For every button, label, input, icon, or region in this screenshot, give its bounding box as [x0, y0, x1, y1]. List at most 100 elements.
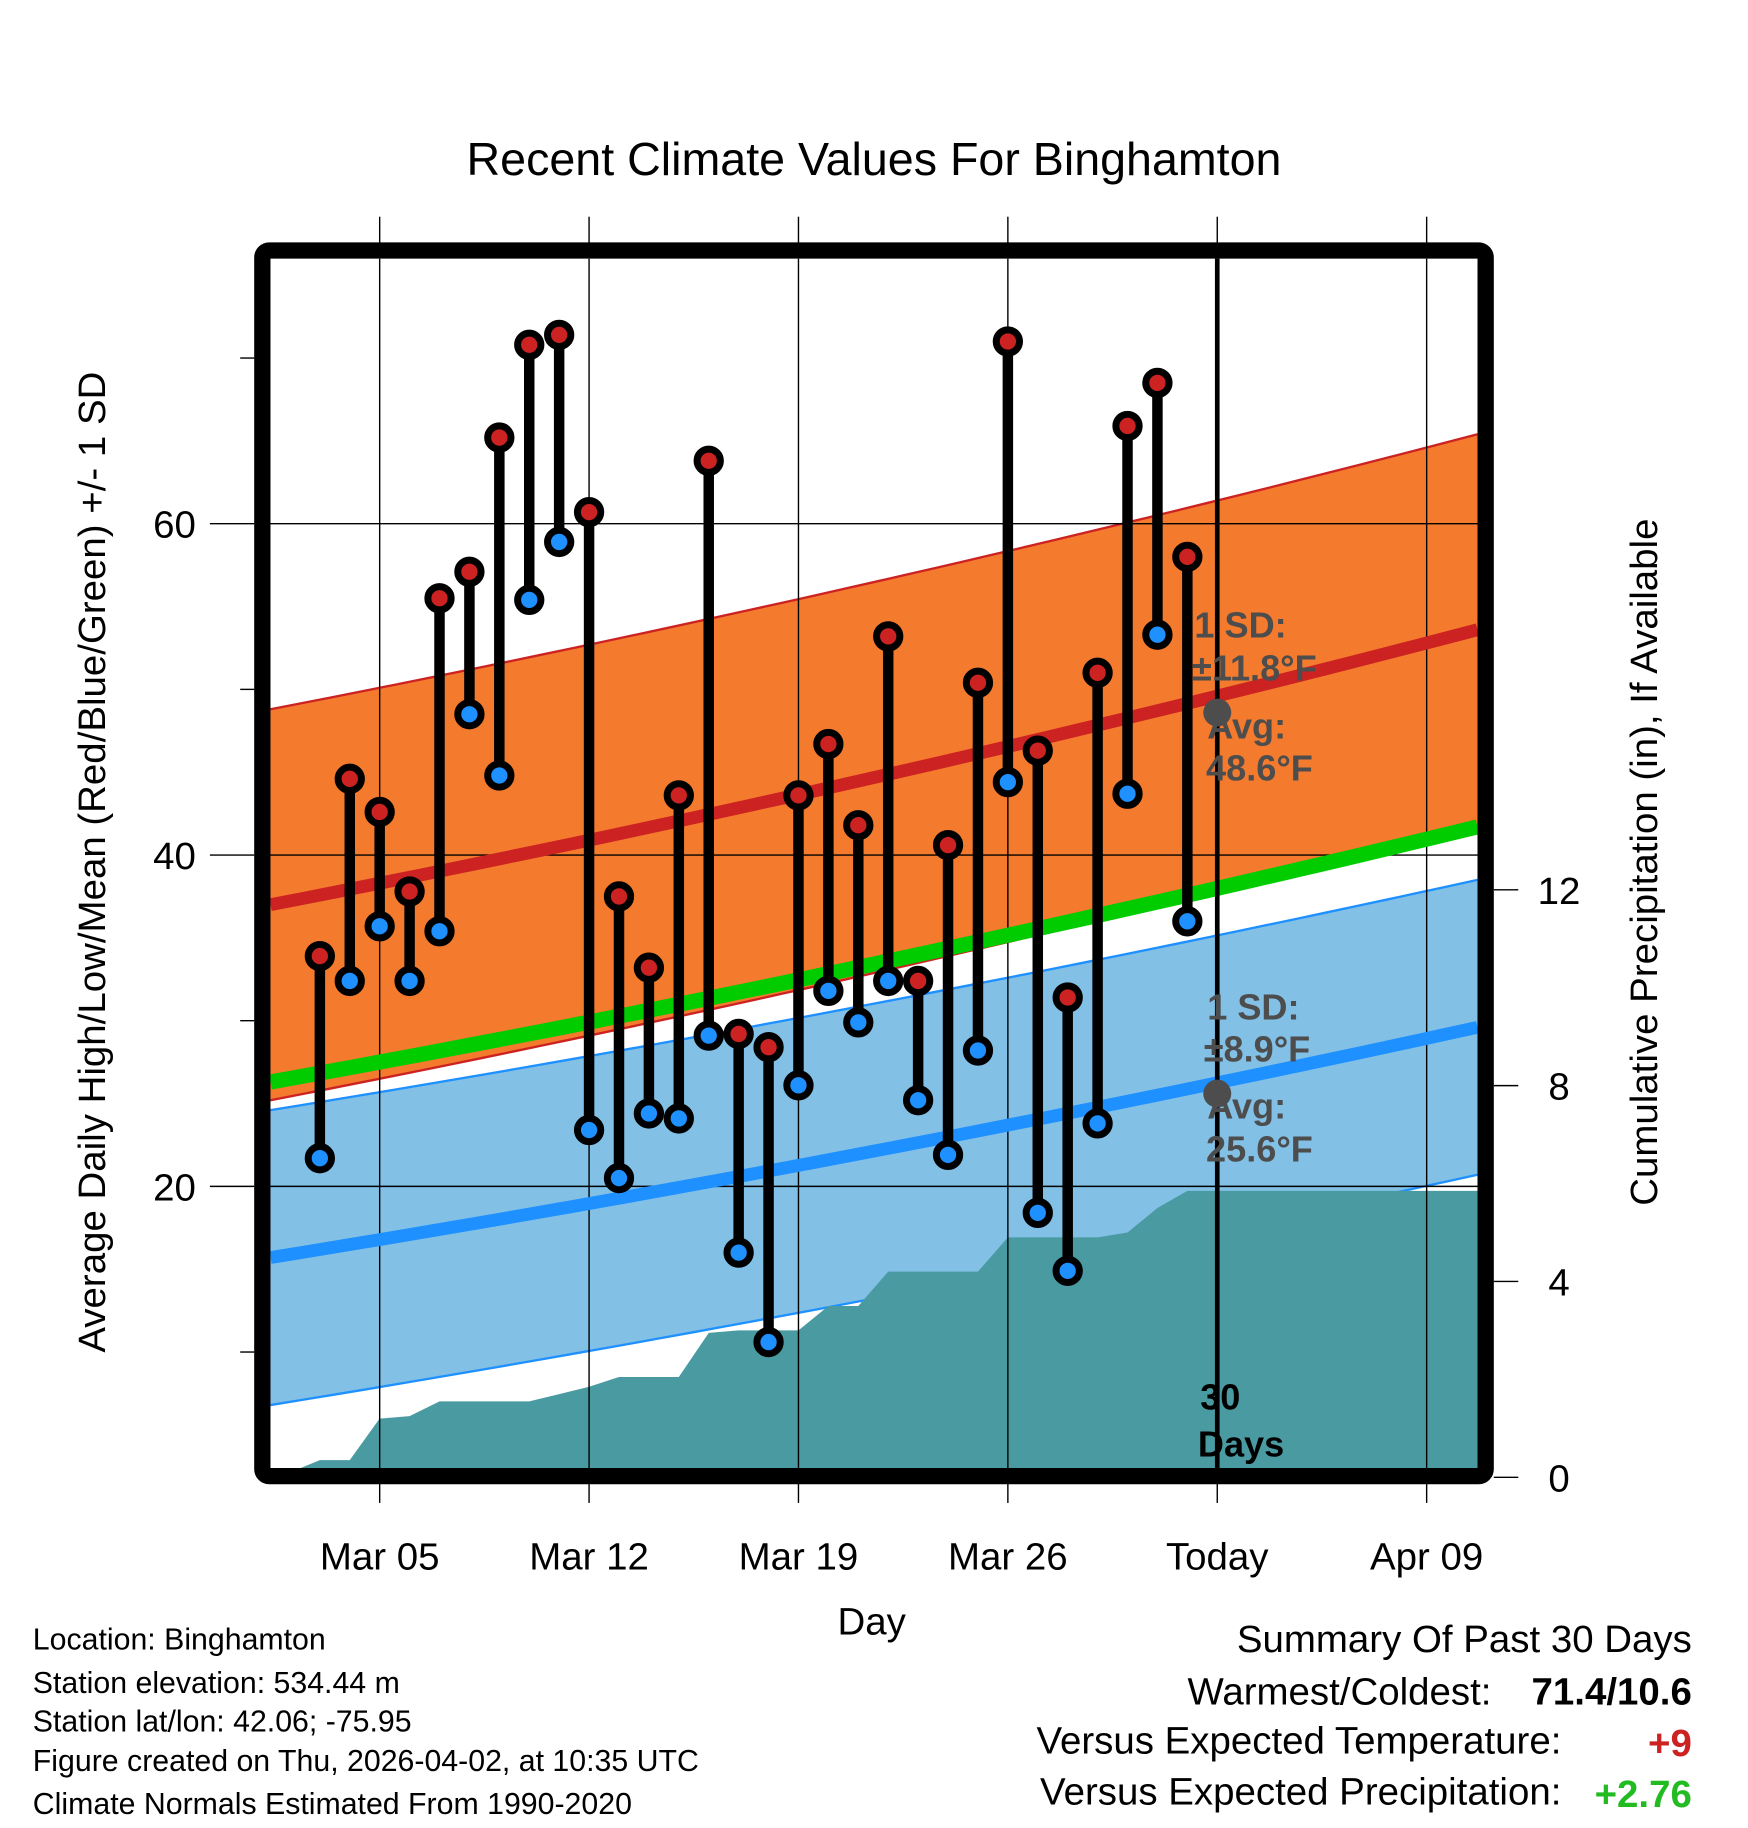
y2-tick-label: 0 — [1548, 1457, 1569, 1500]
daily-high-point — [1082, 657, 1113, 688]
daily-high-point — [484, 422, 515, 453]
low-avg-value: 25.6°F — [1206, 1129, 1313, 1170]
daily-high-point — [992, 326, 1024, 357]
warmest-coldest-label: Warmest/Coldest: — [1187, 1671, 1491, 1714]
daily-low-point — [1082, 1108, 1113, 1139]
precip-area — [300, 1190, 1478, 1468]
low-sd-label: 1 SD: — [1207, 986, 1299, 1027]
plot-frame — [254, 242, 1494, 1485]
days-unit-label: Days — [1198, 1423, 1284, 1464]
x-tick-label: Mar 26 — [948, 1535, 1068, 1578]
daily-high-point — [873, 621, 904, 652]
daily-high-point — [723, 1018, 754, 1050]
x-tick-label: Mar 19 — [739, 1535, 859, 1578]
days-count-label: 30 — [1200, 1377, 1240, 1418]
precip-anomaly-value: +2.76 — [1595, 1773, 1692, 1816]
daily-low-point — [573, 1114, 605, 1146]
high-avg-value: 48.6°F — [1206, 748, 1313, 789]
y-tick-label: 60 — [153, 504, 196, 547]
daily-low-point — [1172, 906, 1203, 937]
daily-low-point — [723, 1237, 754, 1268]
daily-high-point — [693, 445, 724, 476]
daily-low-point — [663, 1103, 694, 1134]
daily-high-point — [1112, 410, 1143, 442]
daily-high-point — [902, 965, 934, 997]
high-avg-label: Avg: — [1207, 706, 1286, 747]
daily-high-point — [1022, 735, 1053, 766]
y2-tick-label: 12 — [1538, 870, 1581, 913]
daily-low-point — [304, 1143, 335, 1174]
daily-low-point — [1142, 619, 1173, 650]
low-sd-band-upper-edge — [270, 878, 1478, 1112]
summary-panel: Summary Of Past 30 Days Warmest/Coldest:… — [1036, 1618, 1691, 1816]
high-sd-label: 1 SD: — [1194, 604, 1286, 645]
daily-low-point — [873, 965, 904, 997]
temp-anomaly-label: Versus Expected Temperature: — [1036, 1719, 1561, 1762]
daily-low-point — [962, 1035, 994, 1066]
daily-low-point — [454, 699, 485, 730]
daily-high-point — [663, 780, 694, 811]
x-tick-label: Today — [1166, 1535, 1269, 1578]
y2-axis-title: Cumulative Precipitation (in), If Availa… — [1623, 519, 1666, 1206]
daily-high-point — [783, 780, 814, 811]
daily-high-point — [334, 763, 365, 794]
daily-high-point — [573, 496, 605, 528]
daily-low-point — [394, 965, 425, 997]
x-tick-label: Mar 05 — [320, 1535, 440, 1578]
high-normal-line — [270, 623, 1478, 912]
daily-low-point — [843, 1007, 874, 1038]
daily-low-point — [364, 911, 395, 942]
daily-low-point — [633, 1098, 665, 1129]
daily-low-point — [932, 1139, 964, 1171]
today-low-avg-marker — [1203, 1079, 1232, 1108]
precip-anomaly-label: Versus Expected Precipitation: — [1040, 1771, 1561, 1814]
mean-normal-line — [270, 819, 1478, 1090]
daily-low-point — [1052, 1255, 1083, 1286]
today-high-avg-marker — [1203, 698, 1232, 727]
high-sd-band — [270, 434, 1478, 1101]
low-sd-band — [270, 879, 1478, 1406]
daily-high-point — [753, 1032, 784, 1063]
daily-high-point — [603, 881, 635, 912]
x-tick-label: Mar 12 — [529, 1535, 649, 1578]
daily-high-point — [1172, 541, 1203, 572]
low-avg-label: Avg: — [1207, 1085, 1286, 1126]
daily-low-point — [813, 975, 844, 1007]
daily-high-point — [932, 829, 964, 861]
daily-high-point — [514, 329, 545, 360]
station-info: Location: Binghamton Station elevation: … — [33, 1624, 699, 1821]
summary-title: Summary Of Past 30 Days — [1237, 1618, 1692, 1661]
high-annotation: 1 SD: ±11.8°F Avg: 48.6°F — [1192, 604, 1317, 788]
daily-low-point — [544, 526, 575, 558]
daily-low-point — [902, 1085, 934, 1116]
daily-high-point — [304, 940, 335, 972]
daily-high-point — [544, 319, 575, 350]
daily-low-point — [1022, 1197, 1053, 1229]
daily-high-point — [394, 876, 425, 907]
y-tick-label: 40 — [153, 835, 196, 878]
daily-high-point — [454, 556, 485, 587]
daily-low-point — [1112, 778, 1143, 809]
chart-title: Recent Climate Values For Binghamton — [467, 133, 1282, 185]
location-text: Location: Binghamton — [33, 1624, 326, 1657]
y-axis-title: Average Daily High/Low/Mean (Red/Blue/Gr… — [71, 372, 114, 1353]
low-sd-value: ±8.9°F — [1204, 1028, 1311, 1069]
x-tick-label: Apr 09 — [1370, 1535, 1483, 1578]
high-sd-value: ±11.8°F — [1192, 647, 1317, 688]
y2-tick-label: 4 — [1548, 1261, 1569, 1304]
plot-area — [270, 258, 1478, 1468]
latlon-text: Station lat/lon: 42.06; -75.95 — [33, 1705, 412, 1738]
daily-high-point — [1052, 982, 1083, 1013]
daily-high-point — [1142, 367, 1173, 399]
x-axis-title: Day — [837, 1601, 906, 1644]
daily-low-point — [783, 1070, 814, 1101]
warmest-coldest-value: 71.4/10.6 — [1532, 1671, 1692, 1714]
temp-anomaly-value: +9 — [1648, 1722, 1692, 1765]
daily-high-point — [424, 583, 455, 614]
y-tick-label: 20 — [153, 1166, 196, 1209]
daily-high-point — [364, 796, 395, 828]
daily-high-point — [813, 728, 844, 760]
daily-low-point — [424, 916, 455, 947]
daily-low-point — [514, 584, 545, 616]
